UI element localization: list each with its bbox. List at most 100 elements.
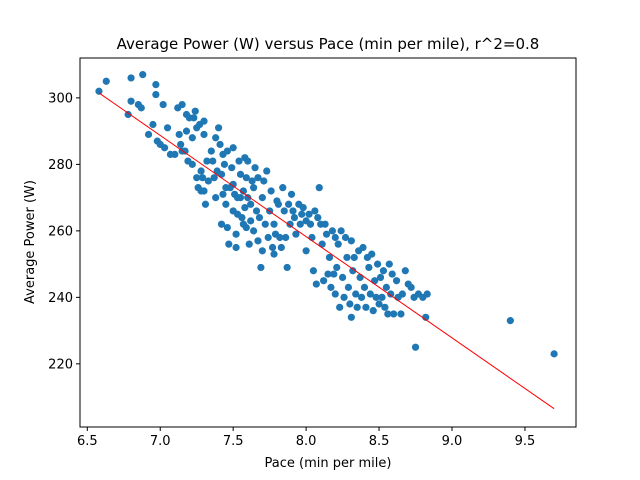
x-tick-label: 9.0 xyxy=(442,434,463,449)
data-point xyxy=(264,233,272,242)
data-point xyxy=(207,147,215,155)
data-point xyxy=(279,184,287,192)
x-tick-label: 9.5 xyxy=(515,434,536,449)
data-point xyxy=(171,150,179,159)
data-point xyxy=(225,240,233,248)
data-point xyxy=(235,157,243,165)
data-point xyxy=(347,313,355,321)
data-point xyxy=(268,243,277,252)
data-point xyxy=(127,74,135,82)
data-point xyxy=(188,160,196,168)
data-point xyxy=(298,210,306,218)
data-point xyxy=(550,350,558,358)
data-point xyxy=(311,207,319,215)
x-tick-label: 6.5 xyxy=(77,434,98,449)
data-point xyxy=(350,253,358,262)
data-point xyxy=(254,174,262,182)
data-point xyxy=(411,343,420,351)
data-point xyxy=(331,233,339,242)
data-point xyxy=(203,157,211,165)
data-point xyxy=(397,310,405,318)
y-tick-label: 240 xyxy=(48,291,73,306)
data-point xyxy=(360,283,369,291)
data-point xyxy=(193,174,201,182)
data-point xyxy=(152,80,160,89)
data-point xyxy=(159,100,167,109)
data-point xyxy=(338,273,347,282)
data-point xyxy=(277,243,285,252)
data-point xyxy=(334,240,342,248)
data-point xyxy=(188,134,196,142)
data-point xyxy=(305,210,313,218)
data-point xyxy=(286,220,294,228)
data-point xyxy=(216,140,224,149)
data-point xyxy=(506,317,514,325)
data-point xyxy=(349,267,357,275)
data-point xyxy=(201,200,210,208)
data-point xyxy=(190,114,198,122)
data-point xyxy=(423,290,431,298)
data-point xyxy=(267,187,275,195)
data-point xyxy=(257,263,265,272)
data-point xyxy=(309,267,318,275)
data-point xyxy=(376,273,385,282)
data-point xyxy=(285,200,293,208)
data-point xyxy=(366,290,374,298)
data-point xyxy=(124,110,132,119)
data-point xyxy=(378,293,386,301)
data-point xyxy=(229,180,237,188)
data-point xyxy=(318,240,326,248)
data-point xyxy=(177,140,185,149)
data-point xyxy=(258,194,266,202)
data-point xyxy=(248,177,256,185)
plot-area-frame xyxy=(79,57,577,428)
y-axis-label: Average Power (W) xyxy=(23,180,38,304)
data-point xyxy=(292,230,300,238)
data-point xyxy=(222,200,230,208)
data-point xyxy=(210,174,218,182)
data-point xyxy=(333,263,341,272)
data-point xyxy=(290,213,299,222)
data-point xyxy=(197,167,205,175)
data-point xyxy=(359,243,367,252)
x-axis-label: Pace (min per mile) xyxy=(265,456,392,471)
data-point xyxy=(270,250,278,258)
data-point xyxy=(283,263,291,272)
data-point xyxy=(336,303,344,311)
data-point xyxy=(144,130,153,139)
data-point xyxy=(139,71,147,79)
data-point xyxy=(308,233,316,242)
data-point xyxy=(236,194,245,202)
data-point xyxy=(372,293,380,301)
data-point xyxy=(242,174,250,182)
data-point xyxy=(315,184,323,192)
data-point xyxy=(299,203,307,212)
data-point xyxy=(236,170,245,178)
data-point xyxy=(252,207,261,215)
data-point xyxy=(274,200,282,208)
data-point xyxy=(223,147,231,155)
data-point xyxy=(214,124,223,132)
data-point xyxy=(324,270,332,278)
data-point xyxy=(381,303,389,311)
data-point xyxy=(321,220,329,228)
data-point xyxy=(181,147,189,155)
x-axis: 6.5 7.0 7.5 8.0 8.5 9.0 9.5 xyxy=(77,427,535,449)
data-point xyxy=(369,307,377,315)
data-point xyxy=(407,283,415,291)
data-point xyxy=(401,267,409,275)
y-tick-label: 220 xyxy=(48,357,73,372)
data-point xyxy=(152,90,160,99)
data-point xyxy=(163,124,172,132)
data-point xyxy=(387,290,395,298)
regression-line xyxy=(98,92,555,410)
data-point xyxy=(306,220,315,228)
data-point xyxy=(390,310,398,318)
points-layer xyxy=(95,71,558,358)
data-point xyxy=(228,164,236,172)
data-point xyxy=(212,134,220,142)
data-point xyxy=(346,300,354,308)
data-point xyxy=(337,227,345,235)
data-point xyxy=(320,277,328,285)
y-tick-label: 260 xyxy=(48,224,73,239)
